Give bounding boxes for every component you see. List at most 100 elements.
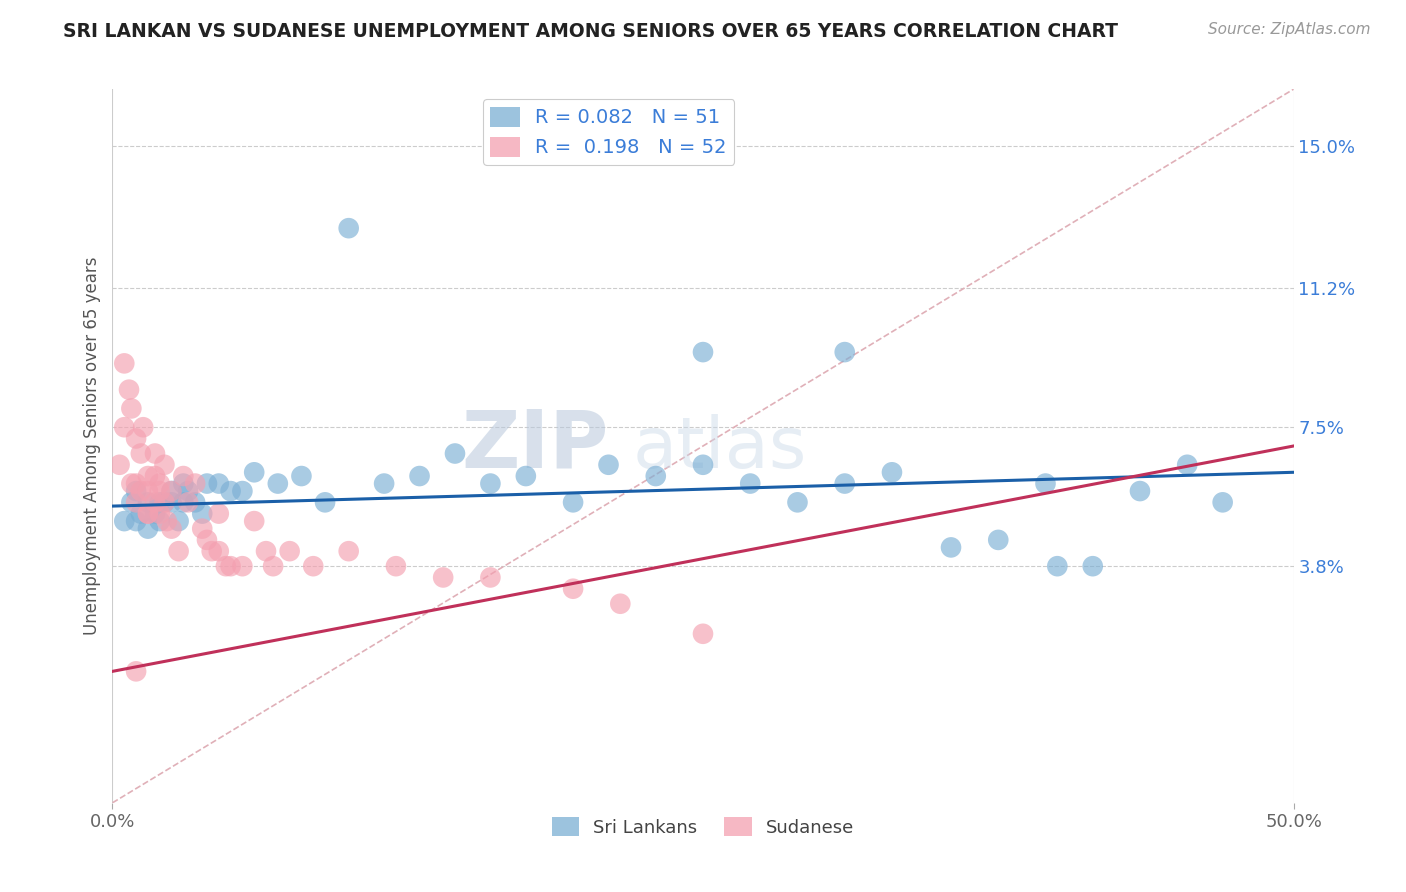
Point [786,495,808,509]
Point [143,469,166,483]
Point [191,522,214,536]
Point [191,507,214,521]
Point [834,345,856,359]
Point [1046,559,1069,574]
Point [1175,458,1198,472]
Point [153,495,176,509]
Point [136,484,159,499]
Point [692,627,714,641]
Point [939,541,962,555]
Point [167,544,190,558]
Point [108,458,131,472]
Point [167,514,190,528]
Point [143,446,166,460]
Point [243,465,266,479]
Point [208,476,231,491]
Point [692,458,714,472]
Point [136,495,159,509]
Point [1081,559,1104,574]
Point [112,420,135,434]
Point [208,544,231,558]
Point [120,476,142,491]
Point [125,476,148,491]
Point [149,514,172,528]
Point [136,507,159,521]
Point [1035,476,1057,491]
Point [432,570,454,584]
Point [262,559,284,574]
Point [120,401,142,416]
Point [598,458,620,472]
Point [160,522,183,536]
Point [219,484,242,499]
Point [373,476,395,491]
Point [129,484,152,499]
Point [562,582,585,596]
Point [880,465,903,479]
Point [136,469,159,483]
Point [479,570,502,584]
Point [160,495,183,509]
Point [125,495,148,509]
Point [231,559,253,574]
Point [160,484,183,499]
Point [644,469,666,483]
Point [215,559,238,574]
Point [149,495,172,509]
Text: atlas: atlas [633,414,807,483]
Text: SRI LANKAN VS SUDANESE UNEMPLOYMENT AMONG SENIORS OVER 65 YEARS CORRELATION CHAR: SRI LANKAN VS SUDANESE UNEMPLOYMENT AMON… [63,22,1118,41]
Text: ZIP: ZIP [461,407,609,485]
Y-axis label: Unemployment Among Seniors over 65 years: Unemployment Among Seniors over 65 years [83,257,101,635]
Point [195,533,218,547]
Point [149,507,172,521]
Point [149,476,172,491]
Point [125,514,148,528]
Point [408,469,430,483]
Point [143,507,166,521]
Point [156,514,179,528]
Point [515,469,537,483]
Point [385,559,408,574]
Point [314,495,336,509]
Point [118,383,141,397]
Point [267,476,290,491]
Point [337,544,360,558]
Point [143,495,166,509]
Point [177,484,200,499]
Point [195,476,218,491]
Point [112,356,135,370]
Point [208,507,231,521]
Point [1129,484,1152,499]
Legend: Sri Lankans, Sudanese: Sri Lankans, Sudanese [544,810,862,844]
Point [132,420,155,434]
Point [136,507,159,521]
Point [302,559,325,574]
Point [278,544,301,558]
Point [231,484,253,499]
Point [337,221,360,235]
Point [201,544,224,558]
Point [125,484,148,499]
Point [444,446,467,460]
Point [129,446,152,460]
Point [125,432,148,446]
Point [172,495,194,509]
Point [609,597,631,611]
Point [562,495,585,509]
Point [172,469,194,483]
Point [834,476,856,491]
Point [243,514,266,528]
Point [184,476,207,491]
Point [184,495,207,509]
Point [153,458,176,472]
Point [740,476,762,491]
Point [136,522,159,536]
Point [987,533,1010,547]
Point [172,476,194,491]
Point [149,484,172,499]
Point [254,544,277,558]
Point [125,665,148,679]
Point [692,345,714,359]
Point [112,514,135,528]
Point [153,495,176,509]
